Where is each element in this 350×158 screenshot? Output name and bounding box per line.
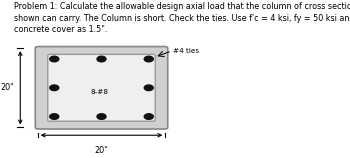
Circle shape — [50, 85, 59, 91]
Text: 20": 20" — [94, 146, 108, 155]
Text: Problem 1: Calculate the allowable design axial load that the column of cross se: Problem 1: Calculate the allowable desig… — [14, 2, 350, 34]
FancyBboxPatch shape — [48, 54, 155, 121]
Circle shape — [97, 56, 106, 62]
Circle shape — [50, 56, 59, 62]
FancyBboxPatch shape — [35, 47, 168, 129]
Circle shape — [144, 114, 153, 119]
Text: #4 ties: #4 ties — [173, 48, 200, 54]
Circle shape — [144, 56, 153, 62]
Text: 20": 20" — [0, 83, 14, 92]
Text: 8-#8: 8-#8 — [90, 89, 108, 95]
Circle shape — [97, 114, 106, 119]
Circle shape — [144, 85, 153, 91]
Circle shape — [50, 114, 59, 119]
